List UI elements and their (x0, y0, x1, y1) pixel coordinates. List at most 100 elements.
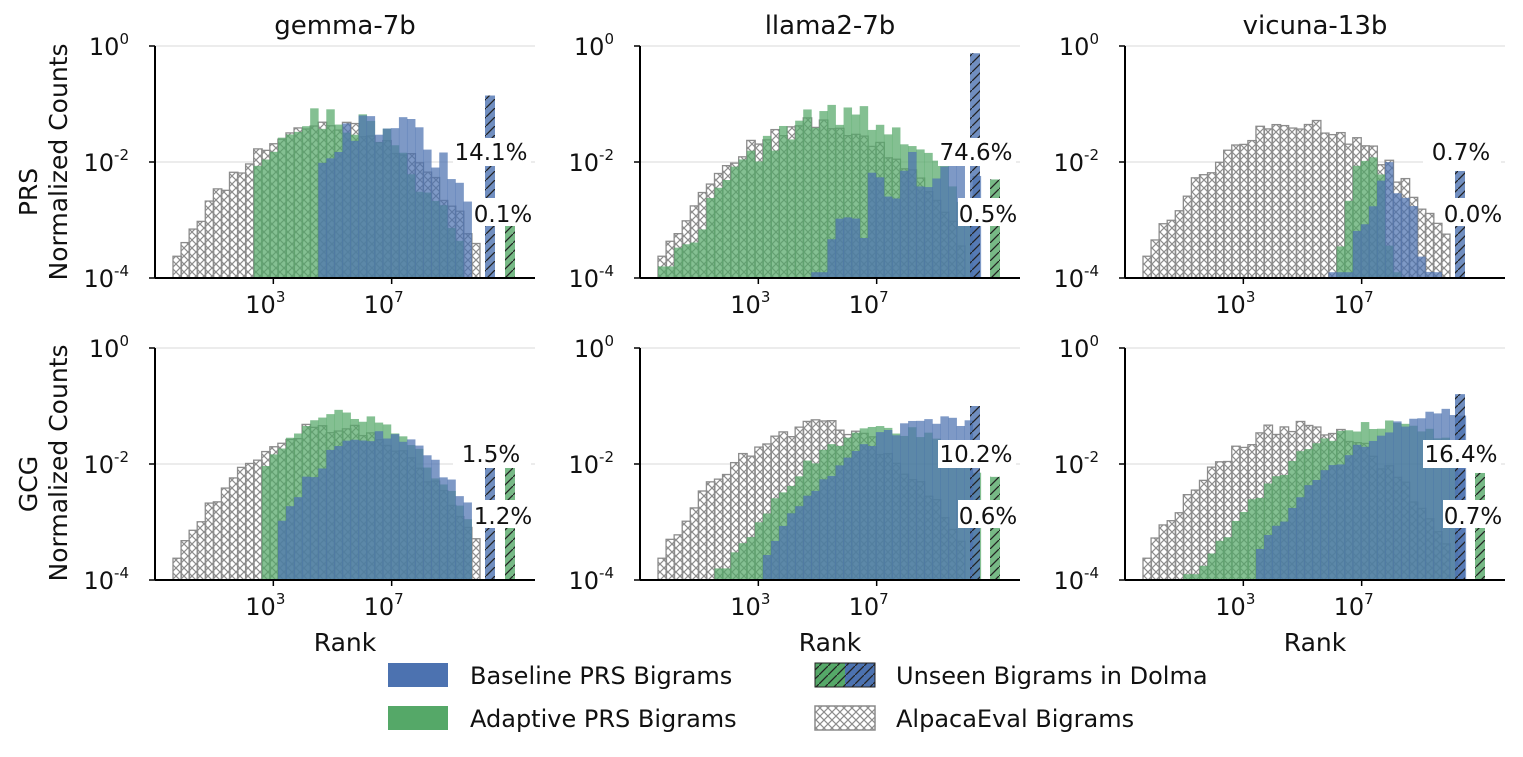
adaptive-bar-10 (738, 543, 748, 580)
alpaca-hatch-bar-7 (228, 171, 239, 279)
adaptive-bar-1 (666, 266, 675, 278)
legend-label-adaptive: Adaptive PRS Bigrams (470, 705, 737, 733)
x-tick-label-1e3: 103 (730, 590, 770, 621)
baseline-bar-35 (455, 182, 464, 278)
alpaca-hatch-bar-12 (1239, 143, 1249, 279)
baseline-bar-23 (843, 457, 853, 580)
baseline-bar-32 (1401, 197, 1410, 278)
y-tick-label-1e-4: 10-4 (83, 564, 129, 595)
baseline-bar-25 (1344, 272, 1354, 278)
adaptive-bar-16 (787, 139, 796, 278)
adaptive-bar-3 (682, 244, 691, 278)
y-tick-label-1e0: 100 (1059, 30, 1099, 61)
baseline-bar-18 (318, 162, 327, 278)
baseline-bar-13 (762, 554, 772, 580)
legend-swatch-baseline (388, 663, 448, 687)
unseen-baseline-hatch (485, 95, 495, 279)
baseline-bar-30 (415, 445, 424, 580)
alpaca-hatch-bar-8 (236, 466, 247, 581)
alpaca-hatch-bar-1 (180, 540, 191, 581)
baseline-bar-35 (455, 496, 464, 580)
alpaca-hatch-bar-10 (253, 459, 263, 581)
annotation-adaptive-unseen: 1.2% (474, 504, 532, 530)
x-tick-label-1e3: 103 (1215, 590, 1255, 621)
alpaca-hatch-bar-19 (1295, 128, 1306, 279)
baseline-bar-32 (916, 186, 925, 278)
alpaca-hatch-bar-5 (1182, 195, 1193, 279)
baseline-bar-35 (1425, 411, 1434, 580)
y-tick-label-1e-2: 10-2 (568, 146, 614, 177)
alpaca-hatch-bar-37 (470, 538, 481, 581)
baseline-bar-29 (1376, 435, 1386, 580)
x-tick-label-1e7: 107 (1334, 288, 1374, 319)
baseline-bar-24 (366, 441, 376, 580)
y-tick-label-1e-2: 10-2 (1053, 448, 1099, 479)
baseline-bar-23 (358, 115, 368, 279)
adaptive-bar-14 (770, 150, 780, 278)
baseline-bar-30 (900, 423, 909, 580)
annotation-adaptive-bg (473, 500, 535, 528)
baseline-bar-36 (948, 154, 957, 278)
baseline-bar-16 (787, 513, 796, 580)
baseline-bar-19 (326, 158, 335, 278)
adaptive-bar-11 (746, 150, 756, 278)
baseline-bar-18 (803, 495, 812, 580)
legend-label-baseline: Baseline PRS Bigrams (470, 662, 732, 690)
panel-llama2-7b: 74.6% 0.5% 100 10-2 10-4 103 107 llama2-7b (568, 11, 1020, 319)
baseline-bar-28 (1368, 206, 1378, 278)
adaptive-bar-5 (1183, 574, 1192, 580)
adaptive-bar-7 (1199, 565, 1208, 580)
adaptive-bar-6 (706, 197, 715, 278)
alpaca-hatch-bar-3 (1166, 219, 1177, 279)
adaptive-bar-17 (795, 120, 804, 278)
annotation-baseline-bg (1423, 138, 1501, 166)
alpaca-hatch-bar-2 (1158, 223, 1169, 279)
adaptive-bar-15 (294, 131, 303, 278)
annotation-adaptive-bg (958, 198, 1020, 226)
y-tick-label-1e0: 100 (89, 332, 129, 363)
alpaca-hatch-bar-1 (1150, 239, 1161, 279)
annotation-adaptive-bg (958, 500, 1020, 528)
annotation-baseline-unseen: 10.2% (939, 442, 1012, 468)
y-tick-label-1e-2: 10-2 (1053, 146, 1099, 177)
row-label-prs-text: PRS (14, 168, 43, 216)
baseline-bar-22 (835, 218, 844, 278)
legend-swatch-alpaca (814, 705, 876, 731)
baseline-bar-33 (439, 477, 448, 580)
baseline-bar-33 (924, 419, 933, 580)
baseline-bar-27 (875, 432, 885, 580)
baseline-bar-25 (859, 444, 869, 580)
annotation-baseline-bg (453, 440, 531, 468)
alpaca-hatch-bar-9 (244, 163, 255, 279)
baseline-bar-24 (366, 116, 376, 278)
y-tick-label-1e-2: 10-2 (568, 448, 614, 479)
alpaca-hatch-bar-4 (1174, 210, 1185, 279)
x-tick-label-1e7: 107 (849, 590, 889, 621)
baseline-bar-35 (940, 166, 949, 278)
panel-gemma-7b: 14.1% 0.1% 100 10-2 10-4 103 107 gemma-7b (83, 11, 535, 319)
alpaca-hatch-bar-1 (1150, 537, 1161, 581)
panel-title: vicuna-13b (1243, 11, 1388, 41)
adaptive-bar-13 (762, 513, 772, 580)
adaptive-bar-12 (1239, 511, 1249, 580)
baseline-bar-31 (908, 420, 917, 580)
baseline-bar-31 (423, 149, 432, 278)
adaptive-bar-2 (674, 247, 683, 278)
alpaca-hatch-bar-6 (705, 481, 716, 581)
adaptive-bar-11 (261, 465, 271, 580)
baseline-bar-18 (1288, 507, 1297, 580)
alpaca-hatch-bar-1 (665, 538, 676, 581)
adaptive-bar-10 (253, 165, 263, 278)
baseline-bar-20 (819, 272, 828, 278)
adaptive-bar-10 (1223, 537, 1233, 580)
baseline-bar-34 (932, 178, 941, 278)
y-tick-label-1e0: 100 (1059, 332, 1099, 363)
panel-vicuna-13b: 0.7% 0.0% 100 10-2 10-4 103 107 vicuna-13b (1053, 11, 1505, 319)
alpaca-hatch-bar-6 (1190, 177, 1201, 279)
y-tick-label-1e-4: 10-4 (1053, 262, 1099, 293)
alpaca-hatch-bar-2 (673, 534, 684, 581)
y-tick-label-1e-4: 10-4 (1053, 564, 1099, 595)
baseline-bar-31 (423, 455, 432, 580)
alpaca-hatch-bar-3 (1166, 520, 1177, 581)
alpaca-hatch-bar-6 (220, 189, 231, 279)
